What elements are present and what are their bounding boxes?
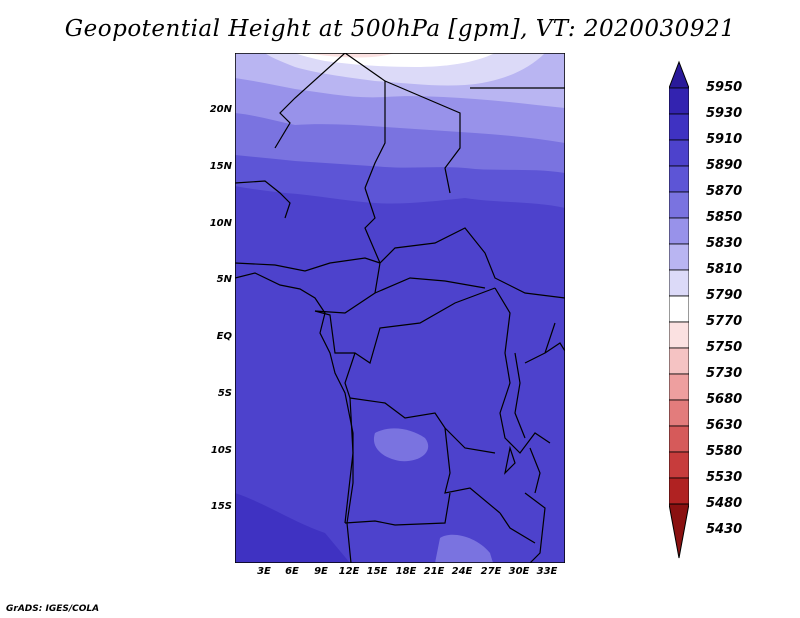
colorbar-level-label: 5530 <box>706 470 743 485</box>
x-tick-label: 27E <box>480 566 502 577</box>
colorbar-level-label: 5750 <box>706 340 743 355</box>
y-tick-label: 15S <box>210 501 232 512</box>
colorbar-cap-bottom <box>669 503 689 559</box>
colorbar-swatch <box>669 321 689 349</box>
x-tick-label: 30E <box>508 566 530 577</box>
y-tick-label: 15N <box>209 161 232 172</box>
colorbar-level-label: 5580 <box>706 444 743 459</box>
height-band-5730 <box>305 53 395 58</box>
colorbar-level-label: 5830 <box>706 236 743 251</box>
colorbar-swatch <box>669 425 689 453</box>
y-tick-label: 5N <box>216 274 232 285</box>
colorbar-level-label: 5630 <box>706 418 743 433</box>
height-patch-5850 <box>373 428 429 462</box>
colorbar-level-label: 5810 <box>706 262 743 277</box>
x-tick-label: 33E <box>536 566 558 577</box>
y-tick-label: 10S <box>210 445 232 456</box>
colorbar-swatch <box>669 399 689 427</box>
map-panel <box>235 53 565 563</box>
colorbar-level-label: 5890 <box>706 158 743 173</box>
colorbar-swatch <box>669 165 689 193</box>
x-tick-label: 15E <box>366 566 388 577</box>
colorbar-swatch <box>669 87 689 115</box>
map-title: Geopotential Height at 500hPa [gpm], VT:… <box>64 16 736 42</box>
colorbar-level-label: 5680 <box>706 392 743 407</box>
coastlines <box>235 272 565 563</box>
colorbar-level-label: 5430 <box>706 522 743 537</box>
colorbar-cap-top <box>669 60 689 89</box>
colorbar-swatch <box>669 347 689 375</box>
colorbar-level-label: 5950 <box>706 80 743 95</box>
x-tick-label: 12E <box>338 566 360 577</box>
height-patch-5850-south <box>435 534 493 563</box>
colorbar-swatch <box>669 295 689 323</box>
colorbar-swatch <box>669 217 689 245</box>
x-tick-label: 18E <box>395 566 417 577</box>
x-tick-label: 6E <box>285 566 299 577</box>
x-tick-label: 21E <box>423 566 445 577</box>
colorbar-level-label: 5770 <box>706 314 743 329</box>
colorbar-swatch <box>669 451 689 479</box>
y-tick-label: 20N <box>209 104 232 115</box>
colorbar-level-label: 5730 <box>706 366 743 381</box>
colorbar-swatch <box>669 191 689 219</box>
y-tick-label: EQ <box>216 331 232 342</box>
country-borders <box>235 53 565 563</box>
colorbar-level-label: 5930 <box>706 106 743 121</box>
colorbar-level-label: 5870 <box>706 184 743 199</box>
colorbar-swatch <box>669 477 689 505</box>
colorbar-swatch <box>669 373 689 401</box>
colorbar-level-label: 5910 <box>706 132 743 147</box>
colorbar-level-label: 5480 <box>706 496 743 511</box>
x-tick-label: 3E <box>257 566 271 577</box>
colorbar-swatch <box>669 269 689 297</box>
colorbar-swatch <box>669 243 689 271</box>
y-tick-label: 5S <box>217 388 232 399</box>
x-tick-label: 24E <box>451 566 473 577</box>
colorbar-level-label: 5850 <box>706 210 743 225</box>
colorbar <box>669 60 689 559</box>
height-band-5890-sw <box>235 493 350 563</box>
colorbar-level-label: 5790 <box>706 288 743 303</box>
footer-credit: GrADS: IGES/COLA <box>6 604 100 614</box>
x-tick-label: 9E <box>314 566 328 577</box>
colorbar-swatch <box>669 113 689 141</box>
colorbar-swatch <box>669 139 689 167</box>
y-tick-label: 10N <box>209 218 232 229</box>
